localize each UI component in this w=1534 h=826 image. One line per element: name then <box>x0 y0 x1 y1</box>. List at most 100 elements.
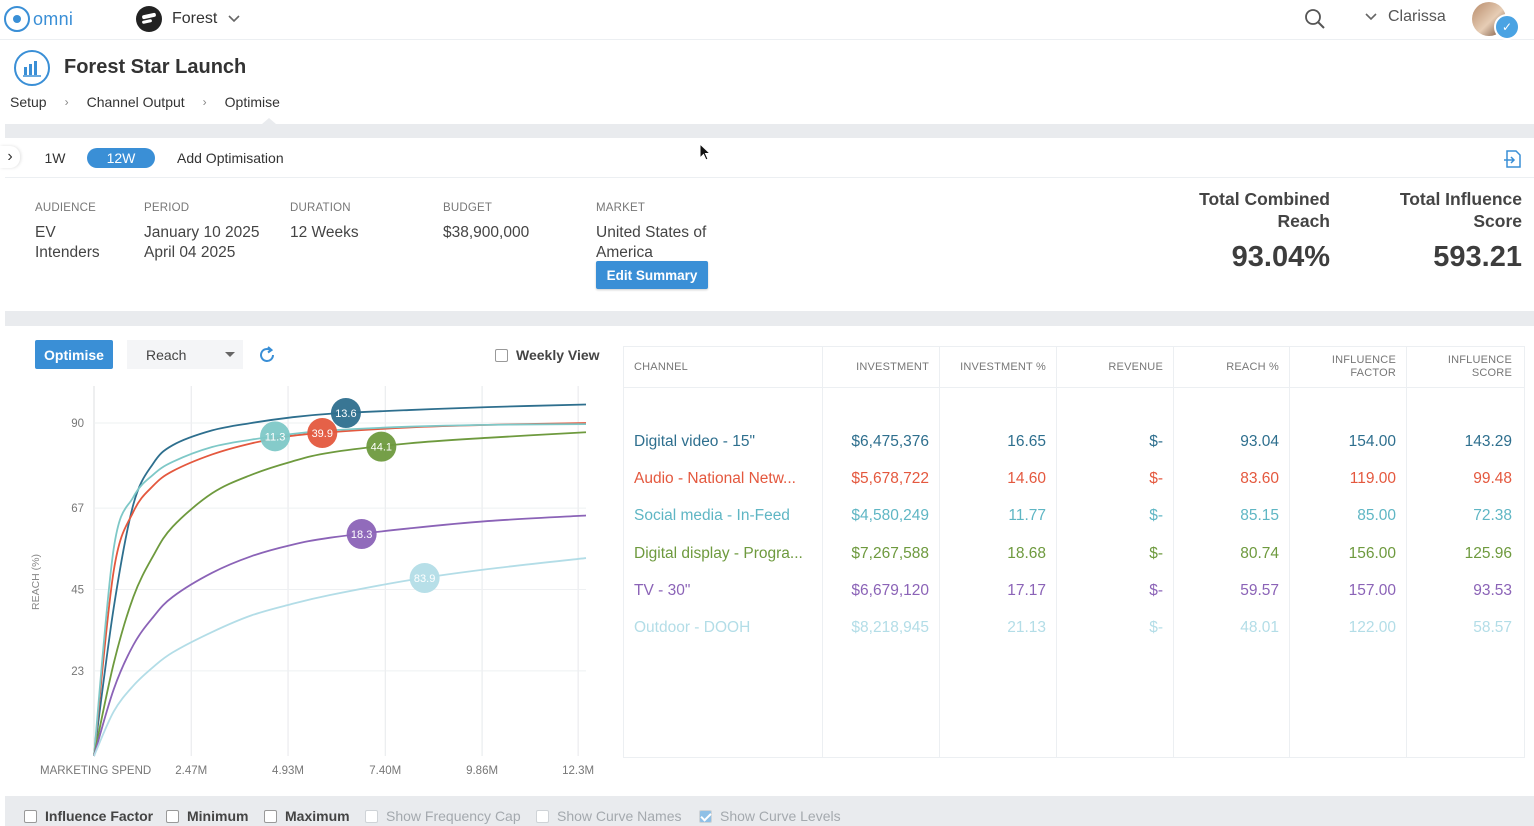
reach-curve-chart: 23 45 67 90 2.47M 4.93M 7.40M 9.86M 12.3M MARKETI… <box>30 386 594 777</box>
weekly-view-toggle[interactable]: Weekly View <box>495 347 600 363</box>
tab-1w[interactable]: 1W <box>44 150 66 166</box>
caret-down-icon <box>225 352 235 357</box>
y-tick-label: 45 <box>71 585 84 597</box>
x-tick-label: 9.86M <box>466 765 498 777</box>
series-line <box>93 423 587 757</box>
option-influence-factor[interactable]: Influence Factor <box>24 808 153 824</box>
checkbox[interactable] <box>699 809 712 823</box>
audience-label: AUDIENCE <box>35 202 97 214</box>
period-end: April 04 2025 <box>144 244 236 261</box>
tab-12w[interactable]: 12W <box>87 148 155 168</box>
weekly-view-checkbox[interactable] <box>495 348 508 362</box>
curve-level-marker <box>346 519 377 549</box>
column-header[interactable]: INVESTMENT % <box>960 360 1046 373</box>
total-influence-score-value: 593.21 <box>1433 241 1522 273</box>
table-cell: 125.96 <box>1464 544 1512 562</box>
audience-value: EV Intenders <box>35 224 100 261</box>
export-icon[interactable] <box>1501 148 1523 170</box>
channel-name-cell[interactable]: Outdoor - DOOH <box>634 619 751 636</box>
chevron-right-icon: › <box>202 95 207 109</box>
table-cell: 154.00 <box>1348 433 1396 450</box>
user-menu[interactable]: Clarissa <box>1364 8 1446 26</box>
y-tick-label: 23 <box>71 666 84 678</box>
duration-label: DURATION <box>290 202 351 214</box>
channel-name-cell[interactable]: Digital video - 15" <box>634 433 755 450</box>
column-header[interactable]: INFLUENCE FACTOR <box>1331 354 1396 379</box>
optimisation-tabs-row <box>5 138 1534 178</box>
table-cell: $- <box>1149 619 1163 636</box>
column-divider <box>1173 347 1174 757</box>
total-combined-reach-label: Total Combined Reach <box>1199 189 1330 231</box>
option-show-curve-names[interactable]: Show Curve Names <box>536 808 682 824</box>
metric-select-value: Reach <box>146 346 187 363</box>
checkbox[interactable] <box>166 809 179 823</box>
table-cell: $6,679,120 <box>851 581 929 599</box>
table-cell: 18.68 <box>1007 544 1046 562</box>
period-start: January 10 2025 <box>144 224 260 241</box>
mouse-cursor-icon <box>699 143 712 161</box>
divider-band <box>5 124 1534 138</box>
omni-logo-icon <box>4 6 30 32</box>
table-cell: $- <box>1149 470 1163 488</box>
channel-name-cell[interactable]: Social media - In-Feed <box>634 507 790 525</box>
sidebar-expand-toggle[interactable]: › <box>0 146 20 168</box>
optimise-button[interactable]: Optimise <box>35 340 113 369</box>
option-label: Show Frequency Cap <box>386 808 521 824</box>
series-line <box>93 514 587 757</box>
brand-switcher[interactable]: Forest <box>136 6 241 32</box>
checkbox[interactable] <box>536 809 549 823</box>
curve-level-marker <box>307 417 338 448</box>
table-cell: $- <box>1149 507 1163 525</box>
curve-level-label: 39.9 <box>312 428 333 440</box>
option-label: Minimum <box>187 808 249 824</box>
breadcrumb: Setup › Channel Output › Optimise <box>10 94 280 110</box>
x-tick-label: 2.47M <box>175 765 207 777</box>
total-combined-reach-value: 93.04% <box>1231 241 1330 273</box>
table-cell: 21.13 <box>1007 619 1046 636</box>
column-header[interactable]: REVENUE <box>1108 360 1163 373</box>
breadcrumb-setup[interactable]: Setup <box>10 94 47 110</box>
column-header[interactable]: CHANNEL <box>634 360 688 373</box>
breadcrumb-channel-output[interactable]: Channel Output <box>86 94 185 110</box>
option-label: Influence Factor <box>45 808 154 824</box>
table-cell: $- <box>1149 544 1163 562</box>
curve-level-label: 18.3 <box>351 529 372 541</box>
channel-name-cell[interactable]: Digital display - Progra... <box>634 544 803 562</box>
column-header[interactable]: INFLUENCE SCORE <box>1447 354 1512 379</box>
channel-name-cell[interactable]: Audio - National Netw... <box>634 470 796 488</box>
checkbox[interactable] <box>264 809 277 823</box>
table-cell: 85.00 <box>1357 507 1396 525</box>
checkbox[interactable] <box>24 809 37 823</box>
option-minimum[interactable]: Minimum <box>166 808 248 824</box>
option-show-frequency-cap[interactable]: Show Frequency Cap <box>365 808 521 824</box>
weekly-view-label: Weekly View <box>516 347 600 363</box>
column-header[interactable]: REACH % <box>1226 360 1279 373</box>
add-optimisation-button[interactable]: Add Optimisation <box>177 150 284 166</box>
refresh-icon[interactable] <box>256 344 278 366</box>
table-cell: 16.65 <box>1007 433 1046 450</box>
y-tick-label: 90 <box>71 418 84 430</box>
table-cell: 85.15 <box>1240 507 1279 525</box>
metric-select[interactable]: Reach <box>127 340 243 369</box>
option-show-curve-levels[interactable]: Show Curve Levels <box>699 808 841 824</box>
table-cell: 93.53 <box>1473 581 1512 599</box>
checkbox[interactable] <box>365 809 378 823</box>
duration-value: 12 Weeks <box>290 224 359 241</box>
breadcrumb-optimise[interactable]: Optimise <box>224 94 280 110</box>
search-icon[interactable] <box>1304 8 1326 30</box>
option-label: Show Curve Levels <box>720 808 841 824</box>
table-cell: 99.48 <box>1473 470 1512 488</box>
option-label: Maximum <box>285 808 350 824</box>
omni-logo[interactable]: omni <box>4 6 73 32</box>
edit-summary-button[interactable]: Edit Summary <box>596 261 708 289</box>
table-cell: $8,218,945 <box>851 619 929 636</box>
column-header[interactable]: INVESTMENT <box>856 360 929 373</box>
option-maximum[interactable]: Maximum <box>264 808 350 824</box>
curve-level-label: 44.1 <box>371 442 392 454</box>
channel-name-cell[interactable]: TV - 30" <box>634 581 691 599</box>
curve-level-marker <box>330 398 361 429</box>
curve-level-label: 11.3 <box>265 431 286 443</box>
column-divider <box>939 347 940 757</box>
forest-brand-icon <box>136 6 162 32</box>
option-label: Show Curve Names <box>557 808 682 824</box>
